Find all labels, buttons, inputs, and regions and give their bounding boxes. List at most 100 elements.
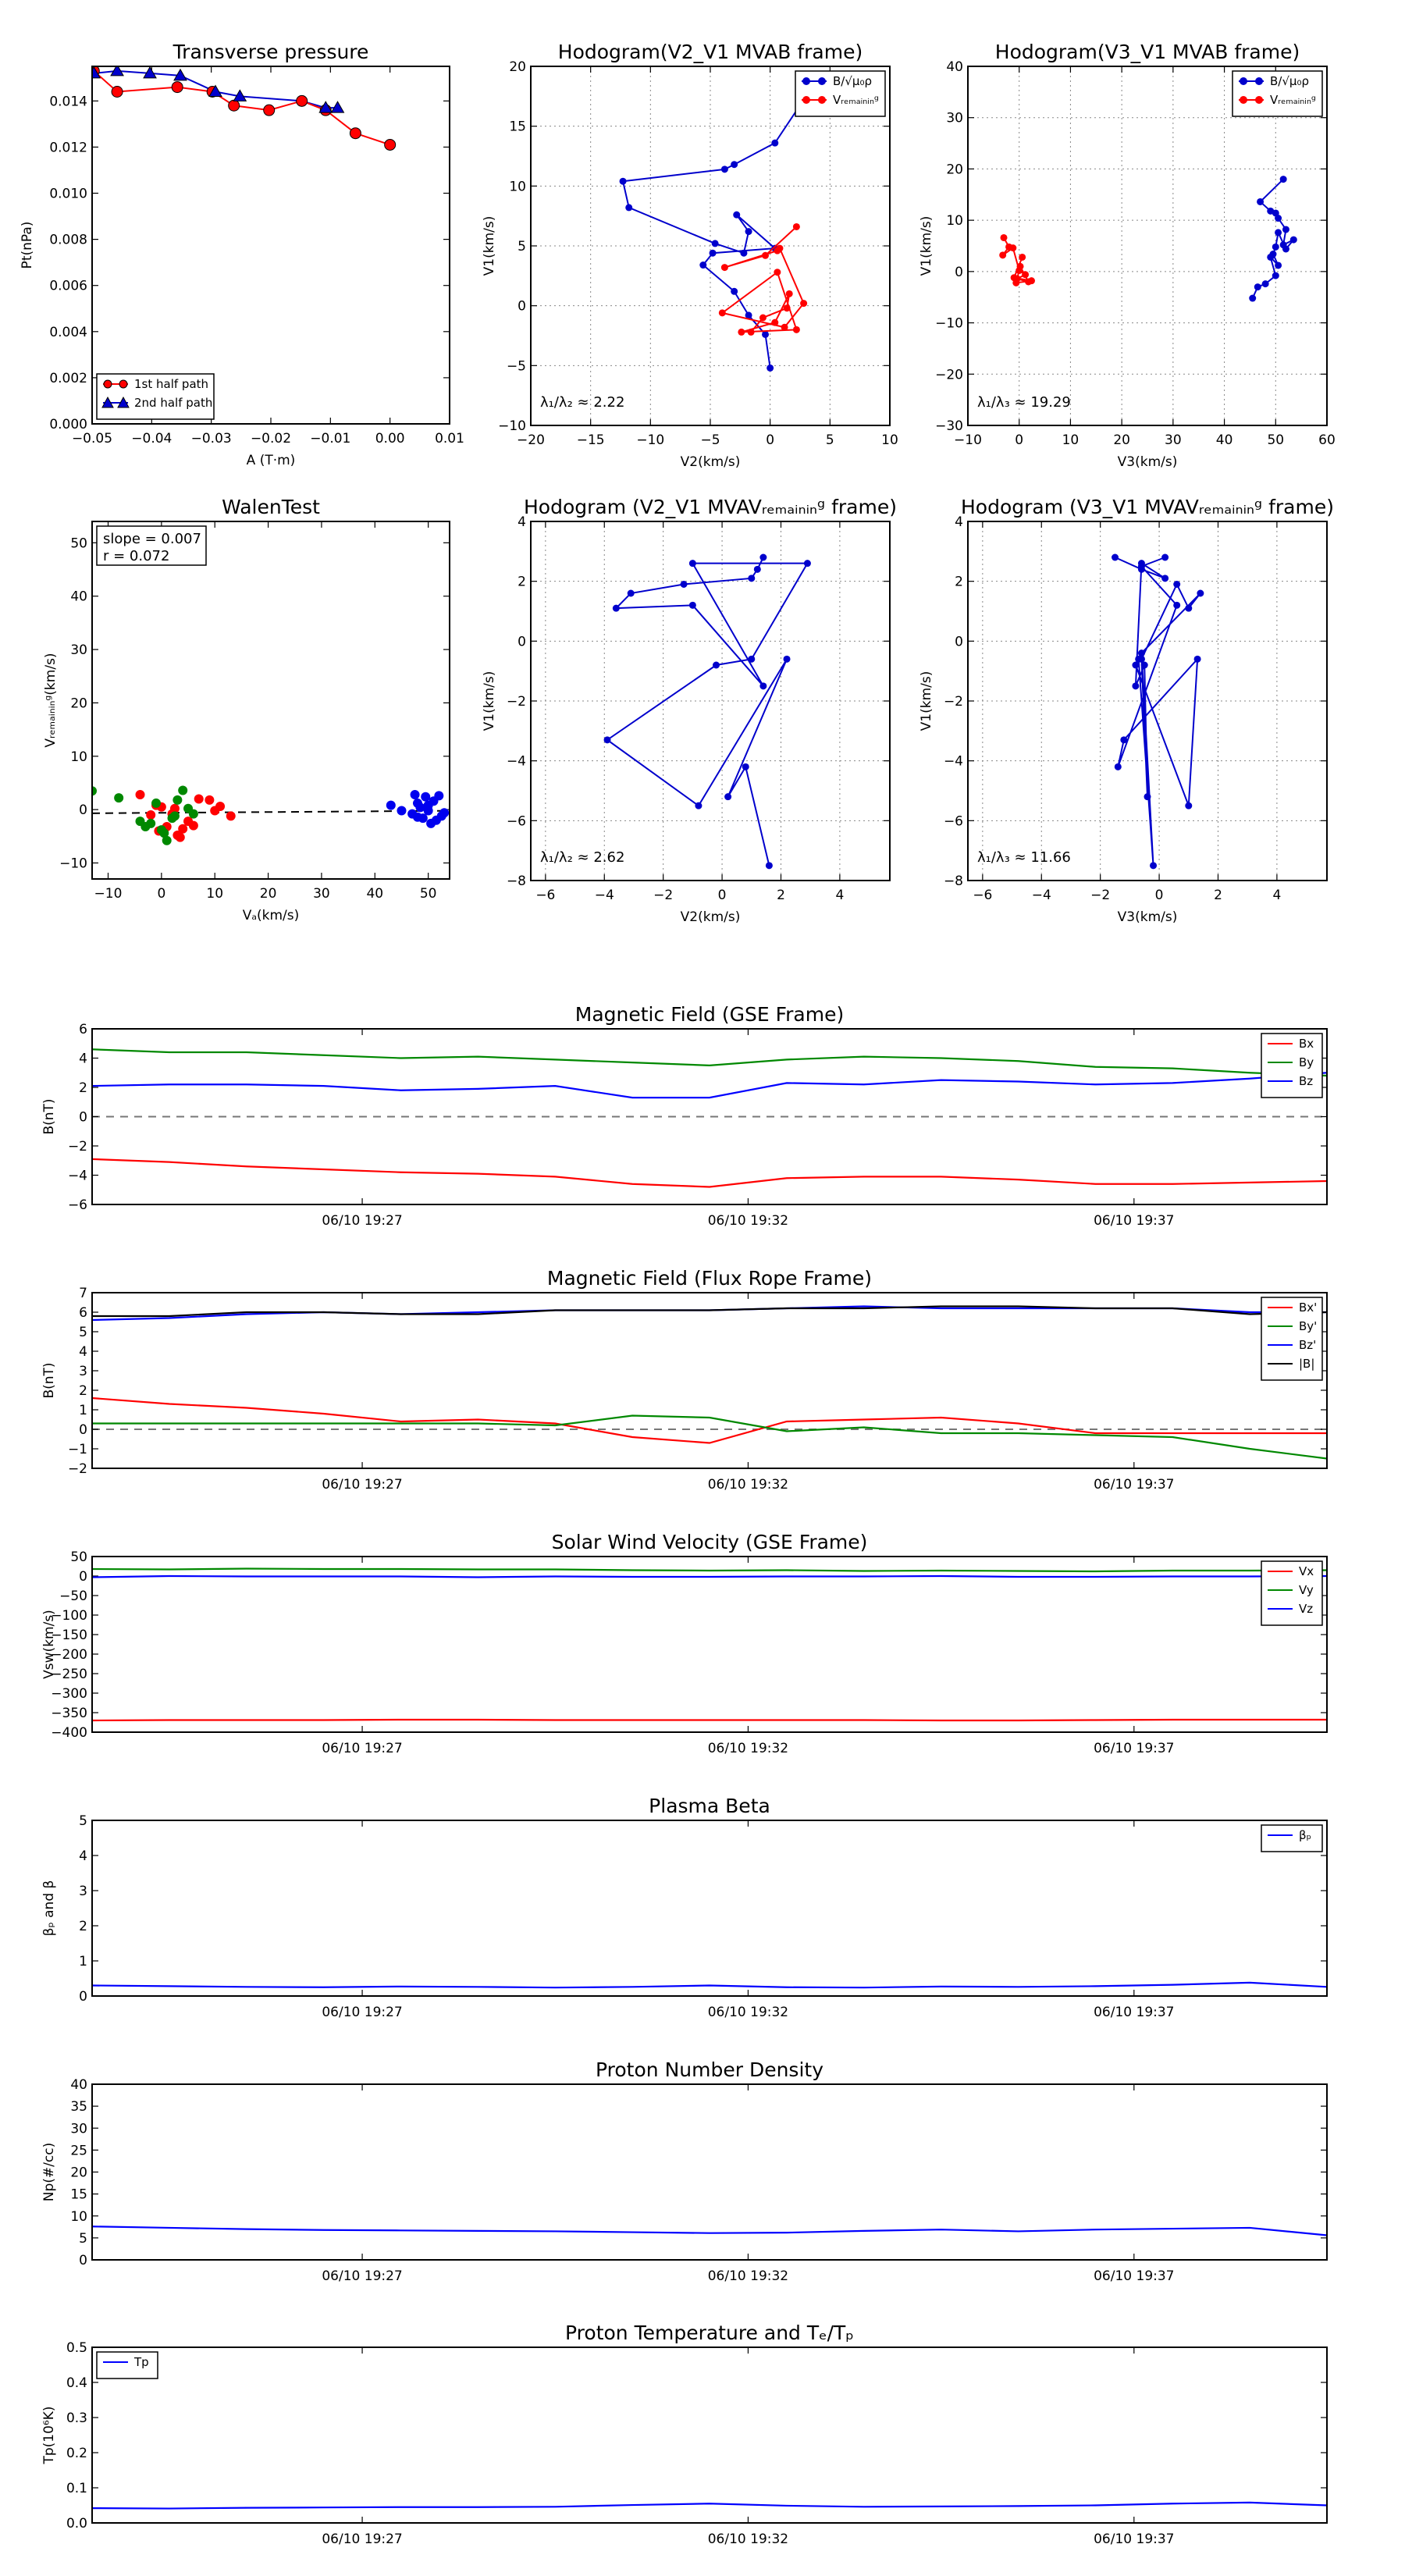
- data-point: [731, 287, 738, 295]
- data-point: [724, 793, 732, 801]
- data-point: [92, 786, 97, 796]
- x-tick-label: 4: [835, 888, 844, 903]
- data-point: [1275, 215, 1282, 222]
- data-point: [785, 290, 793, 297]
- x-tick-label: 2: [1214, 888, 1222, 903]
- y-tick-label: −200: [51, 1647, 87, 1663]
- x-tick-label: 06/10 19:37: [1094, 1477, 1174, 1493]
- data-point: [1289, 236, 1297, 244]
- x-axis-label: V3(km/s): [1118, 909, 1178, 925]
- data-point: [1144, 793, 1151, 801]
- data-point: [1140, 661, 1148, 669]
- y-tick-label: 10: [946, 213, 963, 229]
- x-tick-label: 10: [1062, 432, 1080, 448]
- y-tick-label: 2: [955, 575, 963, 590]
- data-point: [627, 589, 635, 597]
- plot-area: [92, 1048, 1327, 1188]
- y-tick-label: −50: [59, 1589, 87, 1604]
- series-line-0: [92, 2226, 1327, 2236]
- data-point: [1197, 589, 1204, 597]
- data-point: [767, 364, 774, 372]
- data-point: [740, 249, 748, 257]
- y-tick-label: 20: [70, 2165, 87, 2181]
- plot-area: [92, 1981, 1327, 1989]
- x-tick-label: −10: [636, 432, 664, 448]
- chart-mag_fr: Magnetic Field (Flux Rope Frame) −2 −1 0 1 2 3…: [41, 1267, 1328, 1493]
- chart-h3: Hodogram (V2_V1 MVAVᵣₑₘₐᵢₙᵢₙᵍ frame) −8 −6…: [482, 496, 897, 925]
- x-tick-label: −2: [1090, 888, 1110, 903]
- data-point: [146, 818, 156, 828]
- data-point: [1275, 262, 1282, 269]
- axes-frame: [91, 1028, 1328, 1205]
- data-point: [1132, 661, 1140, 669]
- data-point-1st-half: [349, 127, 361, 140]
- y-tick-label: 1: [79, 1954, 87, 1969]
- y-tick-label: 10: [509, 179, 526, 194]
- y-tick-label: 0: [79, 802, 87, 818]
- y-tick-label: 4: [79, 1051, 87, 1067]
- data-point: [753, 565, 761, 573]
- data-point: [421, 792, 431, 802]
- data-point: [680, 581, 688, 588]
- y-tick-label: 0: [518, 299, 526, 315]
- data-point: [619, 177, 627, 185]
- y-tick-label: 0.004: [49, 325, 87, 340]
- chart-title: Hodogram (V3_V1 MVAVᵣₑₘₐᵢₙᵢₙᵍ frame): [961, 496, 1334, 518]
- x-tick-label: −4: [1032, 888, 1051, 903]
- y-tick-label: 5: [79, 1813, 87, 1829]
- plot-area: [92, 1305, 1327, 1460]
- y-tick-label: −8: [944, 873, 963, 889]
- y-axis-label: B(nT): [41, 1362, 57, 1398]
- data-point: [173, 795, 183, 805]
- y-tick-label: 0.000: [49, 417, 87, 432]
- data-point: [1112, 553, 1119, 561]
- x-tick-label: −0.05: [72, 431, 112, 447]
- y-tick-label: 6: [79, 1022, 87, 1037]
- y-tick-label: 20: [946, 162, 963, 177]
- legend-label: Bz: [1299, 1074, 1313, 1088]
- plot-area: [92, 2501, 1327, 2510]
- data-point: [1009, 244, 1017, 252]
- series-line: [1251, 178, 1295, 299]
- legend-marker: [1255, 77, 1263, 85]
- legend-box: [96, 373, 215, 420]
- y-tick-label: 30: [70, 2121, 87, 2137]
- y-tick-label: 0: [955, 634, 963, 649]
- y-tick-label: −10: [935, 316, 963, 332]
- data-point: [713, 661, 720, 669]
- data-point: [771, 139, 779, 147]
- y-tick-label: 40: [70, 589, 87, 605]
- data-point: [1016, 262, 1024, 270]
- series-line-By: [92, 1048, 1327, 1077]
- x-tick-label: 10: [881, 432, 898, 448]
- plot-area: [92, 1567, 1327, 1722]
- data-point: [1272, 272, 1279, 279]
- y-tick-label: 2: [79, 1919, 87, 1934]
- data-point: [1173, 601, 1181, 609]
- axes-frame: [967, 66, 1328, 426]
- y-tick-label: −6: [68, 1197, 87, 1213]
- data-point: [1279, 176, 1287, 183]
- x-tick-label: 60: [1318, 432, 1336, 448]
- y-tick-label: 2: [518, 575, 526, 590]
- legend-label: 2nd half path: [134, 396, 212, 410]
- y-tick-label: 30: [70, 642, 87, 658]
- legend-marker: [802, 96, 810, 104]
- y-tick-label: −1: [68, 1442, 87, 1457]
- data-point: [733, 211, 741, 219]
- y-tick-label: 0.014: [49, 94, 87, 109]
- data-point: [434, 791, 444, 801]
- x-tick-label: 40: [1216, 432, 1233, 448]
- data-point: [1249, 294, 1257, 302]
- data-point: [759, 682, 767, 690]
- data-point: [415, 802, 425, 813]
- axes-frame: [91, 66, 450, 425]
- data-point: [759, 314, 767, 322]
- chart-h4: Hodogram (V3_V1 MVAVᵣₑₘₐᵢₙᵢₙᵍ frame) −8 −6…: [919, 496, 1334, 925]
- x-tick-label: 0: [766, 432, 774, 448]
- chart-title: Hodogram(V2_V1 MVAB frame): [558, 41, 863, 63]
- data-point: [1193, 655, 1201, 663]
- legend-box: [1261, 1297, 1323, 1381]
- y-tick-label: 30: [946, 111, 963, 126]
- x-tick-label: 06/10 19:27: [322, 2005, 402, 2020]
